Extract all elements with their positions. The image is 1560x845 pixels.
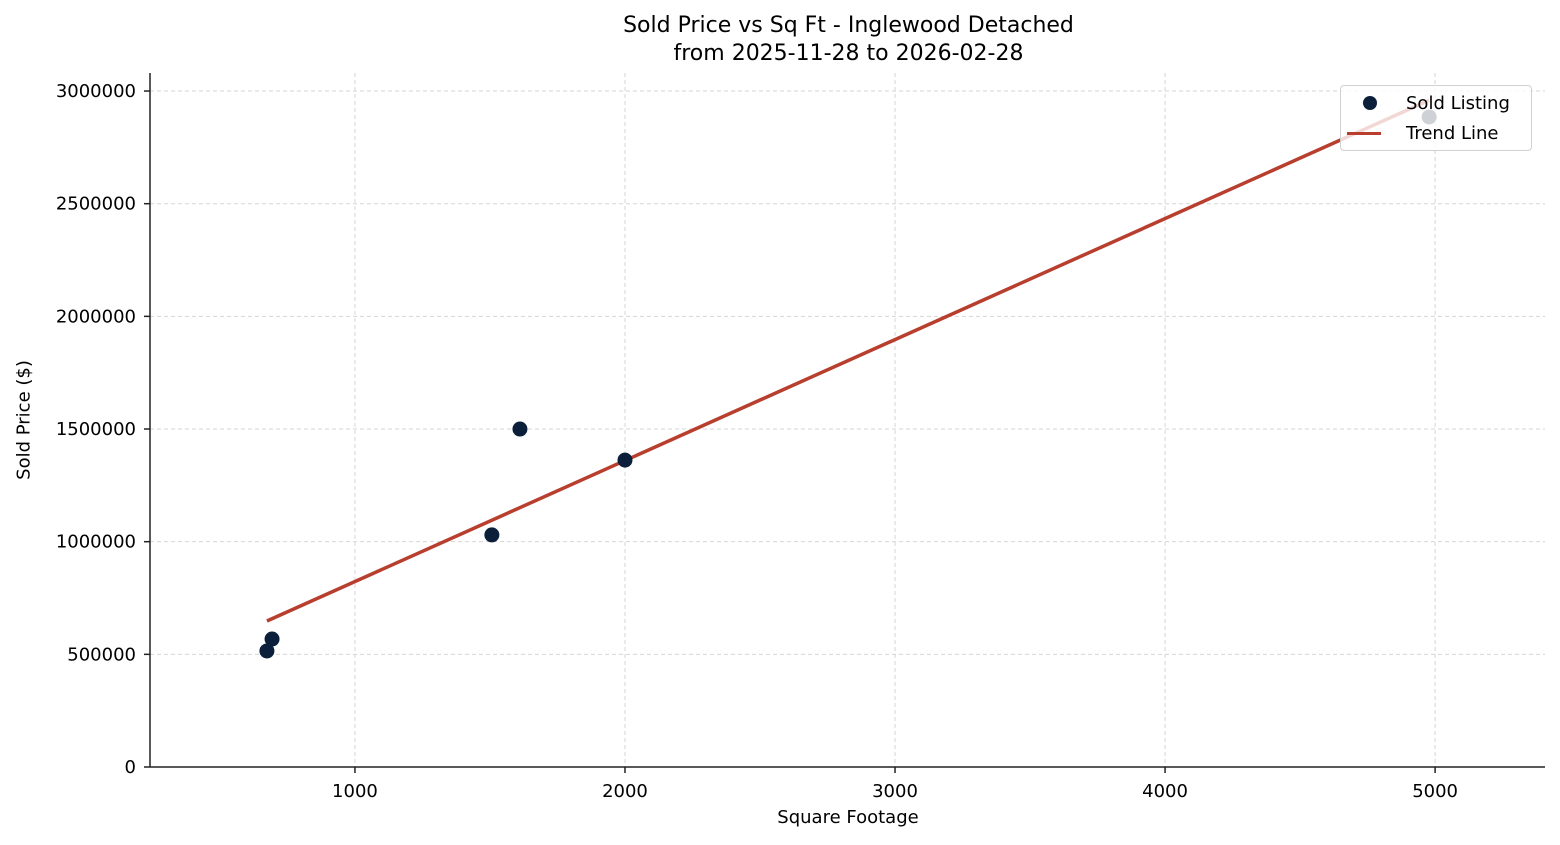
- data-point: [512, 421, 528, 437]
- x-tick-label: 2000: [602, 781, 648, 802]
- y-tick-label: 500000: [67, 644, 136, 665]
- legend-label: Sold Listing: [1406, 92, 1510, 114]
- grid-lines: [150, 73, 1545, 767]
- tick-labels: 1000 2000 3000 4000 5000 0 500000 1000000 150000…: [56, 81, 1458, 802]
- x-tick-label: 3000: [872, 781, 918, 802]
- y-axis-label: Sold Price ($): [13, 360, 35, 480]
- legend-label: Trend Line: [1406, 122, 1499, 144]
- data-point: [264, 631, 280, 647]
- data-point: [617, 452, 633, 468]
- y-tick-label: 2000000: [56, 306, 136, 327]
- x-tick-label: 1000: [332, 781, 378, 802]
- y-tick-label: 2500000: [56, 194, 136, 215]
- legend: Sold Listing Trend Line: [1340, 85, 1532, 151]
- data-point: [259, 643, 275, 659]
- trend-line: [266, 98, 1430, 623]
- y-tick-label: 0: [125, 757, 136, 778]
- x-tick-label: 4000: [1142, 781, 1188, 802]
- y-tick-label: 3000000: [56, 81, 136, 102]
- chart-subtitle: from 2025-11-28 to 2026-02-28: [673, 41, 1024, 66]
- x-axis-label: Square Footage: [777, 807, 919, 828]
- circle-marker-icon: [1363, 96, 1377, 110]
- y-tick-label: 1000000: [56, 532, 136, 553]
- legend-item-trend-line: Trend Line: [1341, 119, 1499, 147]
- data-point: [484, 527, 500, 543]
- scatter-points: [259, 109, 1437, 659]
- line-marker-icon: [1347, 131, 1381, 135]
- trend-line-segment: [266, 98, 1430, 623]
- chart-title: Sold Price vs Sq Ft - Inglewood Detached: [623, 13, 1074, 38]
- legend-item-sold-listing: Sold Listing: [1341, 89, 1510, 117]
- y-tick-label: 1500000: [56, 419, 136, 440]
- x-tick-label: 5000: [1412, 781, 1458, 802]
- axes: [144, 73, 1545, 773]
